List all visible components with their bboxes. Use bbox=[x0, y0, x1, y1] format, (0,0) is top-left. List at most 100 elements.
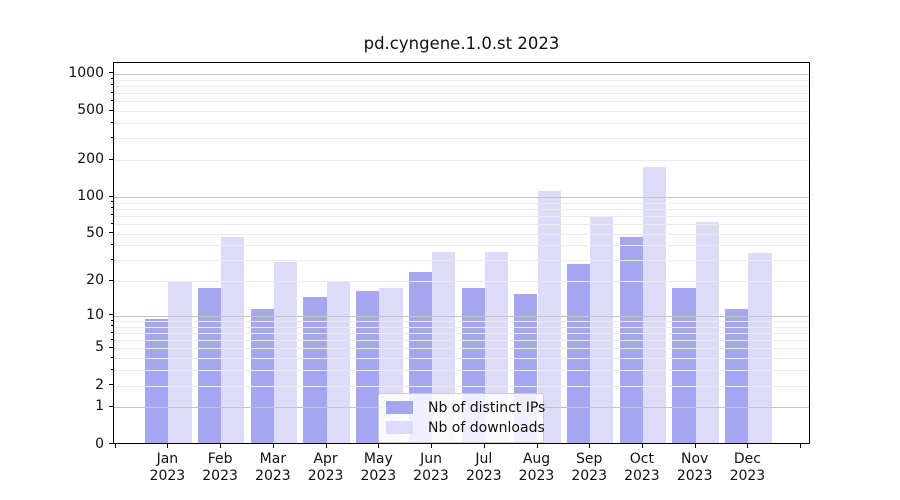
bar-downloads bbox=[590, 217, 614, 443]
y-minor-tick bbox=[110, 214, 113, 216]
x-tick-label-month: Oct bbox=[629, 451, 654, 467]
y-minor-tick bbox=[110, 319, 113, 321]
y-tick-label: 0 bbox=[95, 435, 104, 452]
y-tick bbox=[109, 279, 113, 281]
legend-label-distinct-ips: Nb of distinct IPs bbox=[428, 399, 546, 416]
x-tick-label-month: May bbox=[363, 451, 393, 467]
x-tick-label: Jan 2023 bbox=[135, 451, 199, 485]
gridline-minor bbox=[114, 93, 809, 95]
gridline-minor bbox=[114, 79, 809, 81]
x-tick bbox=[483, 444, 485, 448]
chart-title: pd.cyngene.1.0.st 2023 bbox=[363, 34, 560, 53]
x-tick-label-year: 2023 bbox=[518, 468, 555, 484]
x-tick-label: Sep 2023 bbox=[557, 451, 621, 485]
gridline-major bbox=[114, 73, 809, 75]
bar-downloads bbox=[221, 237, 245, 443]
y-minor-tick bbox=[110, 136, 113, 138]
y-tick bbox=[109, 72, 113, 74]
legend-swatch-distinct-ips bbox=[386, 401, 413, 414]
bar-distinct-ips bbox=[145, 319, 169, 443]
y-tick-label: 1000 bbox=[68, 64, 104, 81]
x-tick-label-month: Dec bbox=[733, 451, 761, 467]
bar-downloads bbox=[748, 253, 772, 443]
gridline-minor bbox=[114, 85, 809, 87]
gridline-major bbox=[114, 197, 809, 198]
bar-downloads bbox=[273, 261, 298, 443]
y-minor-tick bbox=[110, 338, 113, 340]
x-tick-label: May 2023 bbox=[346, 451, 410, 485]
x-tick-label: Aug 2023 bbox=[505, 451, 569, 485]
x-tick-label-year: 2023 bbox=[413, 468, 449, 484]
bar-downloads bbox=[642, 166, 667, 443]
x-tick-label: Jun 2023 bbox=[399, 451, 463, 485]
gridline-minor bbox=[114, 138, 809, 140]
x-tick-label-month: Jan bbox=[156, 451, 179, 467]
y-minor-tick bbox=[110, 258, 113, 260]
x-tick-label-year: 2023 bbox=[465, 468, 502, 484]
y-tick bbox=[109, 195, 113, 197]
x-tick-label-year: 2023 bbox=[255, 468, 291, 484]
legend-item-downloads: Nb of downloads bbox=[386, 419, 545, 436]
legend-swatch-downloads bbox=[386, 421, 413, 434]
y-tick bbox=[109, 384, 113, 386]
bar-distinct-ips bbox=[197, 287, 222, 443]
x-tick bbox=[272, 444, 274, 448]
y-tick bbox=[109, 232, 113, 234]
x-tick bbox=[641, 444, 643, 448]
y-tick bbox=[109, 443, 113, 444]
x-tick bbox=[536, 444, 538, 448]
y-minor-tick bbox=[110, 325, 113, 327]
y-tick-label: 2 bbox=[95, 376, 104, 393]
gridline-minor bbox=[114, 160, 809, 162]
x-tick-label-month: Jun bbox=[420, 451, 442, 467]
y-tick-label: 1 bbox=[95, 398, 104, 415]
x-tick-label: Oct 2023 bbox=[610, 451, 674, 485]
y-minor-tick bbox=[110, 84, 113, 86]
y-minor-tick bbox=[110, 201, 113, 203]
gridline-minor bbox=[114, 202, 809, 204]
x-tick-label-month: Feb bbox=[207, 451, 233, 467]
x-tick-label-month: Mar bbox=[259, 451, 287, 467]
x-tick-label-year: 2023 bbox=[624, 468, 660, 484]
y-tick-label: 100 bbox=[77, 188, 104, 204]
gridline-minor bbox=[114, 208, 809, 210]
bar-downloads bbox=[168, 281, 192, 443]
x-tick bbox=[114, 444, 116, 448]
y-minor-tick bbox=[110, 99, 113, 101]
y-tick-label: 50 bbox=[86, 224, 104, 241]
x-tick-label: Jul 2023 bbox=[452, 451, 516, 485]
bar-distinct-ips bbox=[250, 309, 274, 443]
y-tick bbox=[109, 109, 113, 111]
x-tick-label: Feb 2023 bbox=[188, 451, 252, 485]
gridline-minor bbox=[114, 111, 809, 113]
y-tick bbox=[109, 314, 113, 316]
x-tick-label-year: 2023 bbox=[202, 468, 238, 484]
y-minor-tick bbox=[110, 243, 113, 245]
y-tick bbox=[109, 405, 113, 407]
y-minor-tick bbox=[110, 331, 113, 333]
y-tick bbox=[109, 346, 113, 348]
y-tick bbox=[109, 158, 113, 160]
x-tick-label-year: 2023 bbox=[729, 468, 766, 484]
x-tick-label-month: Aug bbox=[522, 451, 551, 467]
bar-downloads bbox=[326, 281, 350, 443]
gridline-minor bbox=[114, 215, 809, 217]
x-tick-label: Mar 2023 bbox=[241, 451, 305, 485]
x-tick-label: Apr 2023 bbox=[294, 451, 358, 485]
bar-distinct-ips bbox=[672, 287, 696, 443]
bar-downloads bbox=[537, 190, 561, 443]
bar-distinct-ips bbox=[566, 263, 591, 443]
x-tick-label-year: 2023 bbox=[149, 468, 186, 484]
y-minor-tick bbox=[110, 91, 113, 93]
x-tick-label-year: 2023 bbox=[676, 468, 713, 484]
x-tick-label: Dec 2023 bbox=[715, 451, 779, 485]
bar-distinct-ips bbox=[356, 290, 380, 443]
x-tick-label-month: Sep bbox=[575, 451, 603, 467]
x-tick bbox=[167, 444, 169, 448]
x-tick bbox=[431, 444, 432, 448]
y-tick-label: 500 bbox=[77, 102, 104, 119]
x-tick-label-year: 2023 bbox=[571, 468, 607, 484]
plot-area bbox=[113, 62, 810, 444]
legend-label-downloads: Nb of downloads bbox=[428, 419, 545, 436]
